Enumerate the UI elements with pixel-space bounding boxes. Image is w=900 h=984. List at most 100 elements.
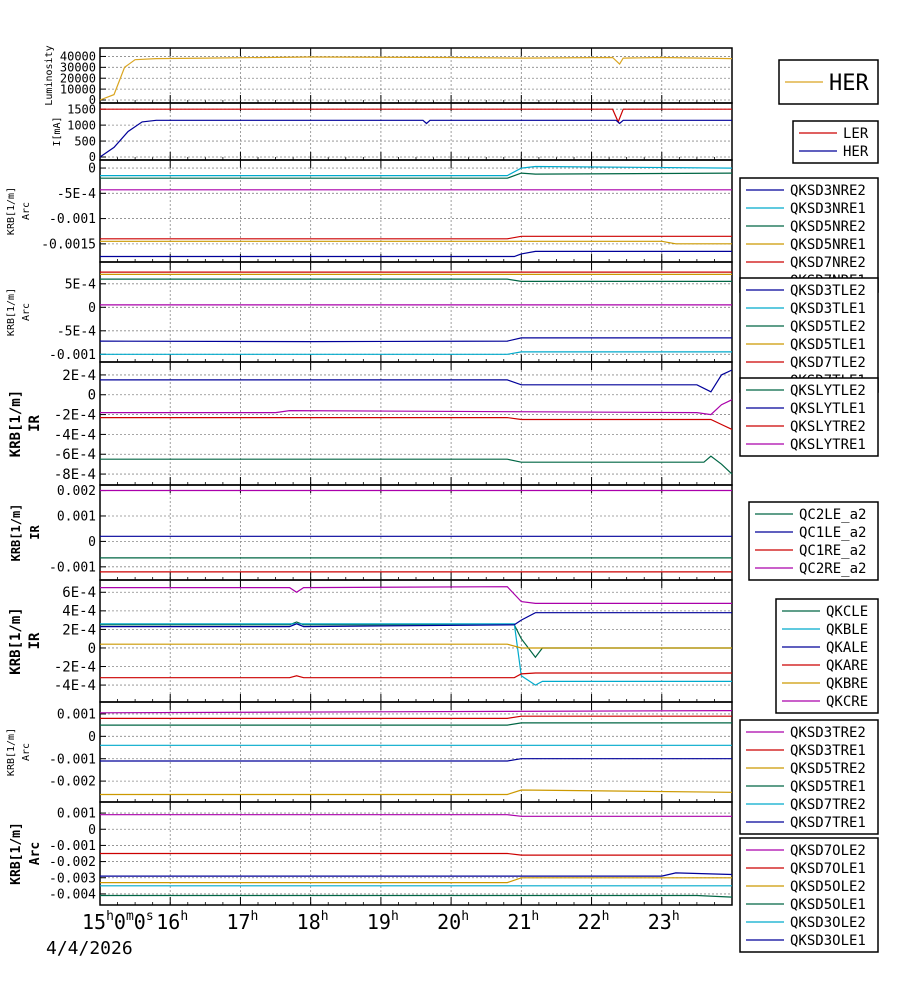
series-line [100, 351, 732, 355]
legend-entry: QKSD3TRE1 [790, 743, 866, 759]
legend-entry: QKSD5OLE2 [790, 879, 866, 895]
legend-entry: QKSLYTLE2 [790, 383, 866, 399]
x-tick-label-part: 0 [114, 910, 126, 934]
x-tick-label-unit: h [602, 909, 610, 924]
series-line [100, 455, 733, 475]
legend-entry: QC1LE_a2 [799, 525, 866, 541]
series-line [100, 877, 732, 884]
legend-entry: QKSD7OLE1 [790, 861, 866, 877]
legend-box [792, 120, 879, 164]
y-axis-label-secondary: Arc [21, 202, 32, 220]
panel-5: 2E-4 0 -2E-4 -4E-4 -6E-4 -8E-4 KRB[1/m] IR QKSLY… [8, 361, 879, 486]
y-tick-label: -0.001 [49, 560, 96, 575]
series-line [100, 814, 732, 817]
x-tick-label-hour: 19 [367, 910, 391, 934]
series-line [100, 672, 732, 679]
y-tick-label: 6E-4 [62, 585, 96, 601]
x-tick-label: 18h [297, 909, 329, 934]
x-tick-label-unit: h [251, 909, 259, 924]
legend-entry: HER [843, 144, 869, 160]
y-tick-label: 1500 [67, 102, 96, 116]
legend-entry: QKSD7NRE2 [790, 255, 866, 271]
legend-entry: QC2RE_a2 [799, 561, 866, 577]
legend-entry: QKSD3TRE2 [790, 725, 866, 741]
y-axis-label: I[mA] [52, 116, 63, 146]
y-axis-label-secondary: Arc [21, 743, 32, 761]
y-tick-label: -0.004 [49, 887, 96, 902]
series-line [100, 872, 733, 877]
series-line [100, 586, 732, 605]
series-line [100, 165, 733, 177]
y-tick-label: 0 [88, 162, 96, 177]
legend-entry: QKSLYTRE2 [790, 419, 866, 435]
y-tick-label: 0.002 [57, 484, 96, 499]
y-tick-label: 0.001 [57, 510, 96, 525]
y-tick-label: 0.001 [57, 708, 96, 723]
y-tick-label: 20000 [60, 71, 96, 85]
y-tick-label: -0.001 [49, 212, 96, 227]
series-line [100, 369, 733, 393]
x-tick-label-hour: 22 [578, 910, 602, 934]
legend-entry: QKSD7OLE2 [790, 843, 866, 859]
legend-entry: QC2LE_a2 [799, 507, 866, 523]
panel-6: 0.002 0.001 0 -0.001 KRB[1/m] IR QC2LE_a2 QC1LE… [9, 484, 879, 581]
y-tick-label: -2E-4 [54, 407, 96, 423]
series-line [100, 172, 733, 179]
series-line [99, 337, 732, 343]
x-tick-label-part: h [106, 909, 114, 924]
x-tick-label-start: 15h0m0s [82, 909, 154, 934]
y-tick-label: 40000 [60, 50, 96, 64]
x-tick-label-hour: 20 [437, 910, 461, 934]
x-tick-label: 17h [226, 909, 258, 934]
legend-entry: QKSD7TRE1 [790, 815, 866, 831]
y-tick-label: 2E-4 [62, 368, 96, 384]
legend-entry: QC1RE_a2 [799, 543, 866, 559]
y-tick-label: 0 [89, 93, 96, 107]
series-line [100, 240, 732, 245]
y-tick-label: -4E-4 [54, 678, 96, 694]
legend-entry: QKSD3NRE1 [790, 201, 866, 217]
legend-box [739, 719, 879, 835]
panel-frame [99, 102, 733, 161]
series-line [100, 758, 732, 762]
y-tick-label: -0.002 [49, 855, 96, 870]
y-tick-label: -5E-4 [57, 187, 96, 202]
series-line [100, 250, 732, 258]
y-tick-label: 5E-4 [65, 277, 96, 292]
y-tick-label: 0 [88, 388, 96, 404]
y-axis-label: KRB[1/m] [6, 288, 17, 336]
x-tick-label-part: s [146, 909, 154, 924]
y-tick-label: 1000 [67, 118, 96, 132]
x-tick-label: 22h [578, 909, 610, 934]
legend-entry: QKCLE [826, 604, 868, 620]
legend-box [748, 501, 879, 581]
y-axis-label: KRB[1/m] [6, 187, 17, 235]
y-tick-label: 30000 [60, 61, 96, 75]
series-line [100, 789, 733, 796]
legend-entry: QKSD5TRE2 [790, 761, 866, 777]
x-tick-label-unit: h [672, 909, 680, 924]
x-tick-label: 19h [367, 909, 399, 934]
y-tick-label: -2E-4 [54, 659, 96, 675]
x-tick-label-hour: 21 [507, 910, 531, 934]
y-tick-label: 0 [88, 535, 96, 550]
panel-3: 0 -5E-4 -0.001 -0.0015 KRB[1/m] Arc QKSD3NRE2 Q… [6, 159, 879, 293]
series-line [99, 709, 733, 714]
y-axis-label-secondary: IR [27, 632, 43, 649]
y-tick-label: 0.001 [57, 807, 96, 822]
legend-entry: QKSD3TLE1 [790, 301, 866, 317]
legend-box [739, 837, 879, 953]
legend-box [775, 598, 879, 714]
legend-entry: QKSD5TRE1 [790, 779, 866, 795]
series-line [99, 119, 732, 158]
legend-entry: QKSD3TLE2 [790, 283, 866, 299]
y-axis-label-secondary: IR [27, 415, 43, 432]
x-tick-label-hour: 23 [648, 910, 672, 934]
x-tick-label: 21h [507, 909, 539, 934]
series-line [100, 623, 732, 686]
y-tick-label: -5E-4 [57, 324, 96, 339]
legend-entry: QKSD5NRE2 [790, 219, 866, 235]
panel-2: 0 500 1000 1500 I[mA] LER HER [52, 102, 879, 164]
legend-entry: QKCRE [826, 694, 868, 710]
